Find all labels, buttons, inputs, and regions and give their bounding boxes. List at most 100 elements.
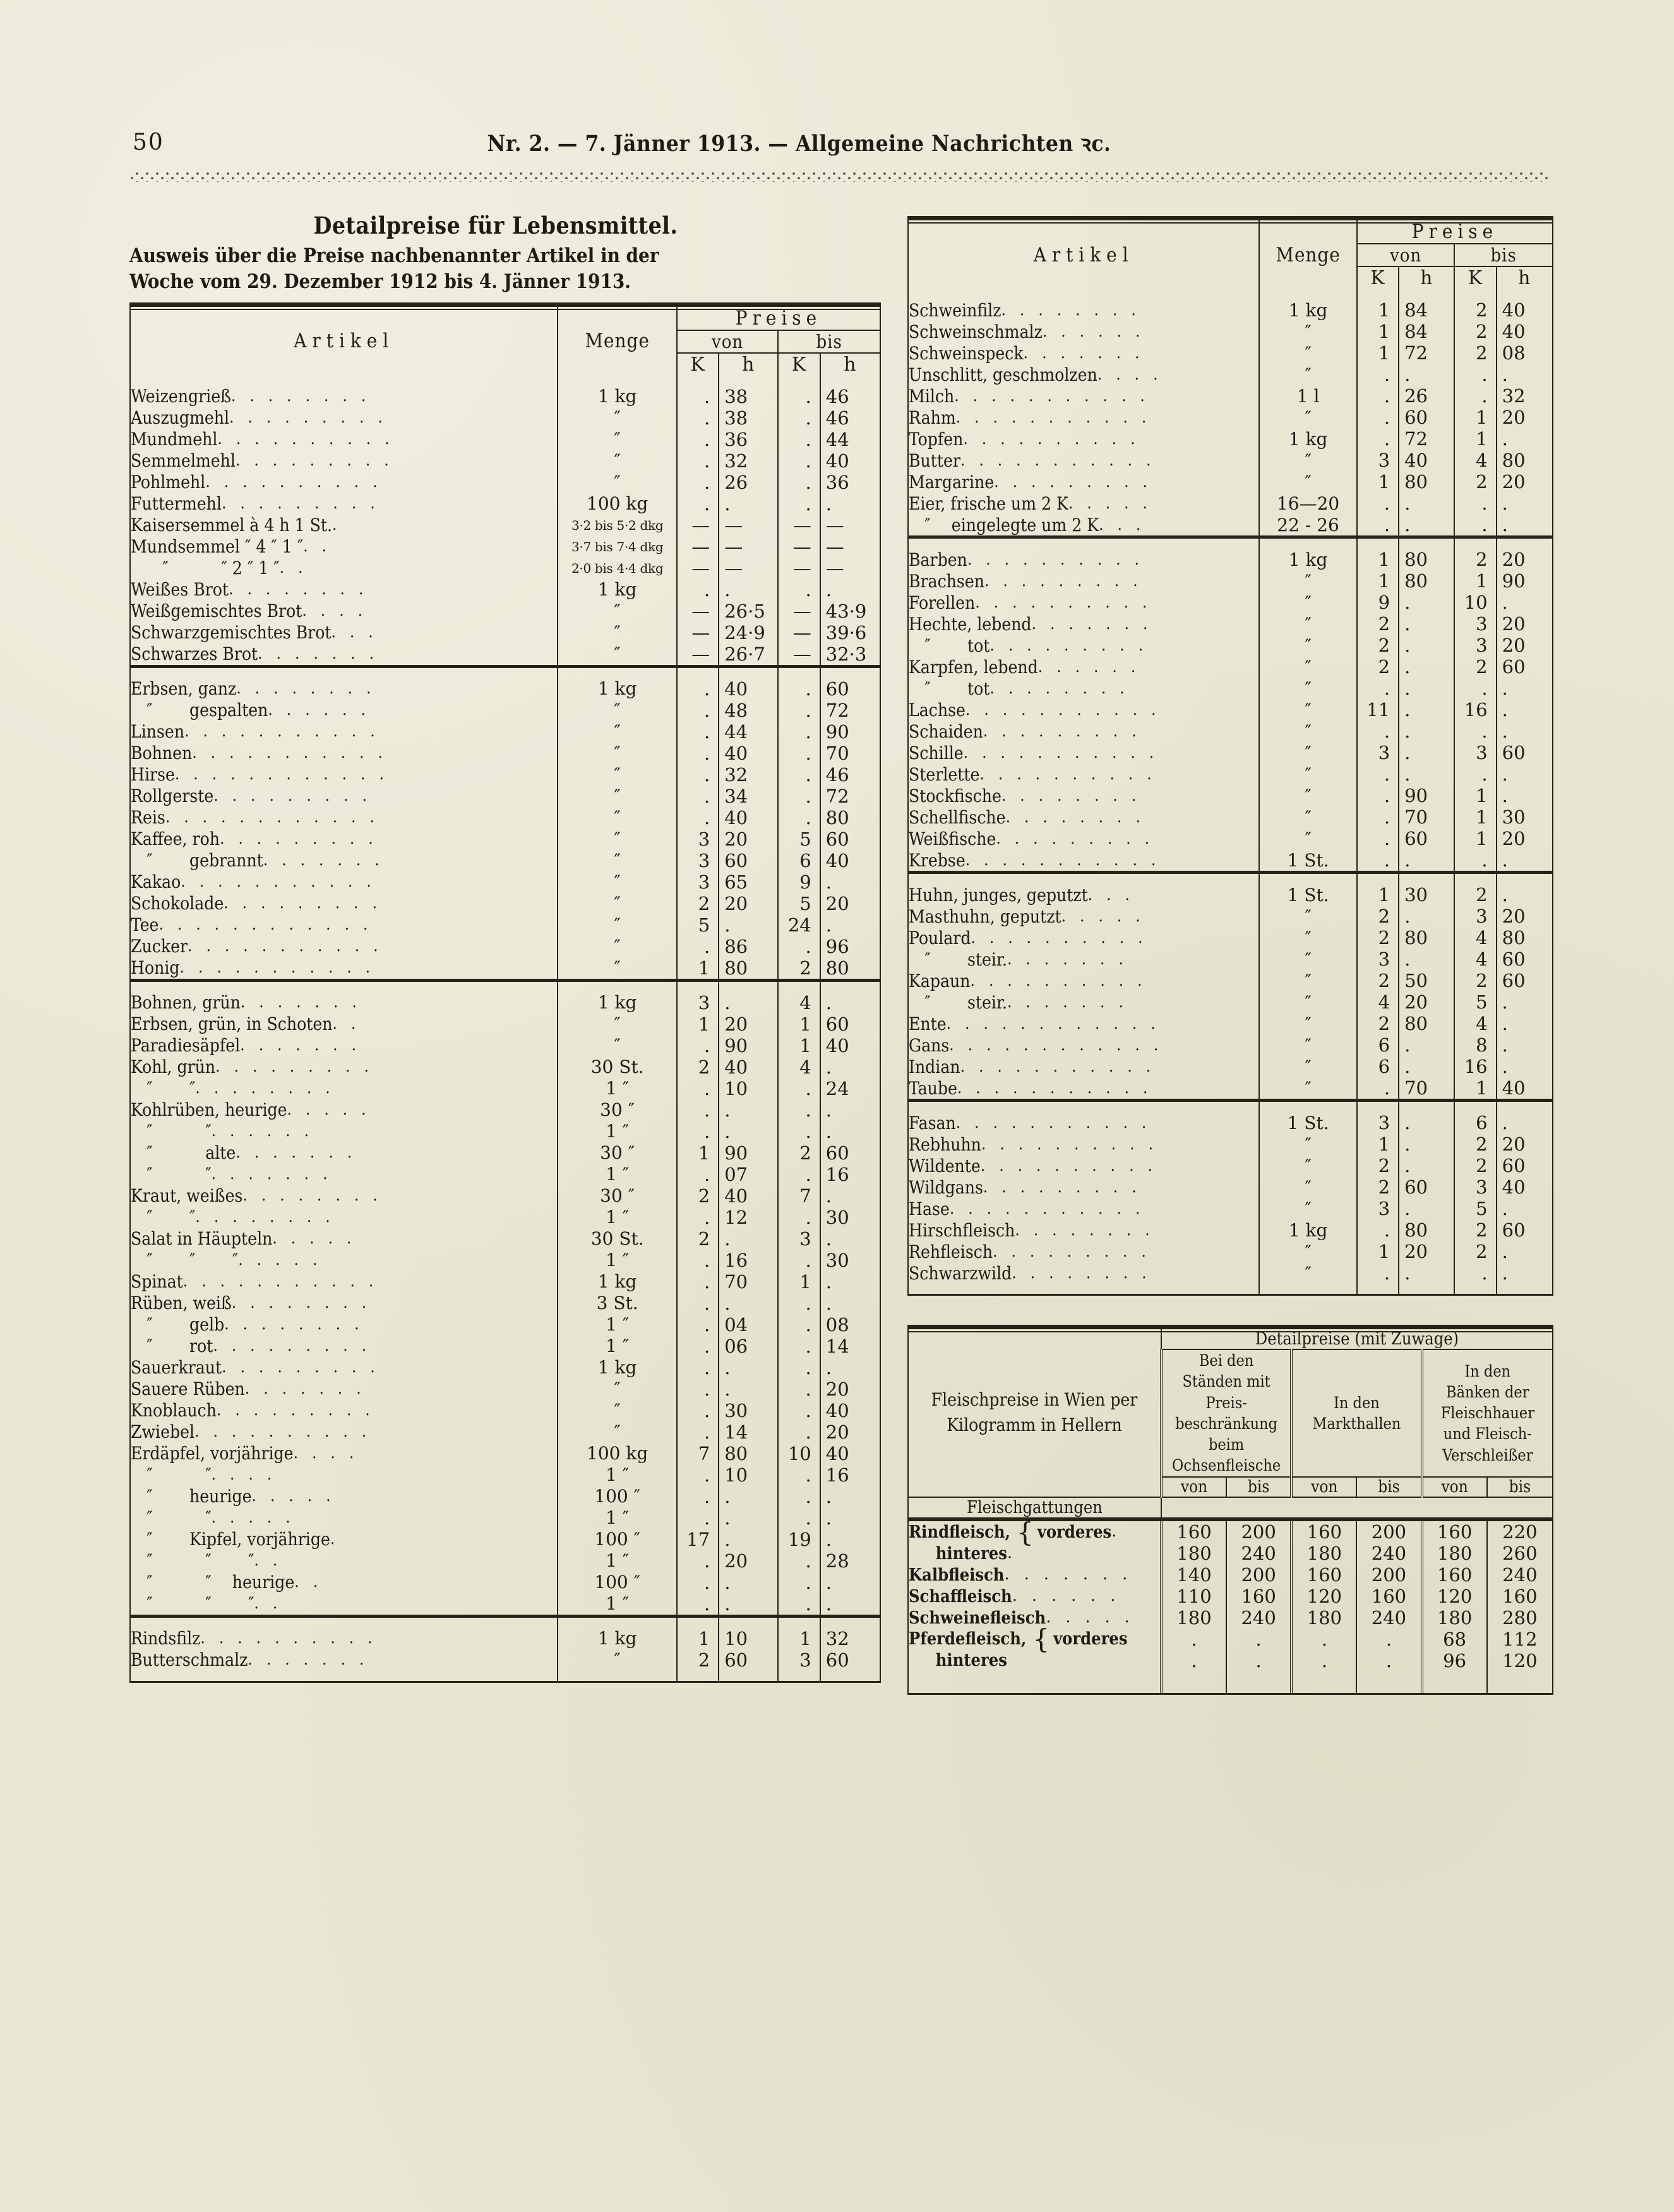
table-row: Schaiden. . . . . . . . . ″....: [909, 720, 1552, 742]
row-bis-k: 4: [1476, 450, 1488, 471]
article-name: ″ alte: [131, 1142, 236, 1164]
article-name: Schwarzes Brot: [131, 643, 258, 665]
table-row: Zucker. . . . . . . . . . . ″. 86. 96: [131, 935, 880, 957]
row-von-h: 07: [718, 1163, 779, 1185]
article-name: ″ tot: [909, 635, 990, 656]
row-bis-h: 60: [1495, 742, 1552, 763]
leader-dots: . . . . . . .: [1007, 992, 1128, 1012]
row-quantity: ″: [1259, 678, 1358, 699]
row-article: Schille. . . . . . . . . . .: [909, 742, 1260, 763]
col-header-bis: bis: [1454, 244, 1552, 267]
subtitle-line-1: Ausweis über die Preise nachbenannter Ar…: [129, 244, 659, 267]
row-von-h: 40: [718, 1185, 779, 1207]
row-quantity: 30 St.: [558, 1228, 678, 1250]
row-von-h: 84: [1398, 299, 1456, 321]
meat-row-label-cell: {hinteres.: [909, 1542, 1162, 1564]
row-bis-h: .: [819, 1507, 880, 1529]
meat-title-line-1: Fleischpreise in Wien per: [931, 1389, 1138, 1410]
leader-dots: . . . . . . . . . . .: [179, 958, 375, 977]
leader-dots: . . . . . . .: [248, 1650, 369, 1670]
meat-price-table: Fleischpreise in Wien per Kilogramm in H…: [909, 1329, 1552, 1693]
meat-b1: 200: [1226, 1519, 1292, 1543]
row-bis-k: .: [805, 1464, 811, 1486]
row-bis-k: 2: [1476, 1219, 1488, 1241]
row-quantity: ″: [1259, 1155, 1358, 1176]
article-name: Schille: [909, 742, 964, 763]
row-von-h: .: [1398, 1034, 1456, 1056]
row-bis-h: 60: [1495, 1155, 1552, 1176]
row-bis-k: 2: [1476, 656, 1488, 678]
row-article: Kakao. . . . . . . . . . .: [131, 871, 559, 893]
meat-v1: 160: [1159, 1519, 1227, 1543]
row-bis-h: 46: [819, 407, 880, 429]
row-bis-k: .: [805, 1550, 811, 1572]
section-separator: [131, 979, 880, 983]
row-bis-k: .: [805, 763, 811, 786]
row-von-k: .: [703, 385, 710, 407]
row-article: Rehfleisch. . . . . . . . .: [909, 1241, 1260, 1262]
table-row: Barben. . . . . . . . . .1 kg 1 80 2 20: [909, 549, 1552, 570]
row-bis-k: .: [805, 578, 811, 601]
row-quantity: ″: [558, 785, 678, 807]
row-article: Wildente. . . . . . . . . .: [909, 1155, 1260, 1176]
row-von-h: .: [718, 1507, 779, 1529]
row-von-h: 60: [718, 849, 779, 871]
leader-dots: . .: [303, 537, 332, 556]
row-quantity: ″: [558, 1034, 678, 1056]
row-bis-h: 20: [1495, 471, 1552, 493]
table-row: ″ ″ heurige. . 100 ″....: [131, 1571, 880, 1593]
row-von-h: .: [718, 1356, 779, 1378]
leader-dots: . . . . . . . . . . .: [184, 722, 380, 741]
row-von-k: 2: [1378, 635, 1390, 656]
row-quantity: ″: [558, 957, 678, 981]
row-von-k: 5: [698, 914, 710, 936]
table-row: Fasan. . . . . . . . . . .1 St. 3. 6.: [909, 1112, 1552, 1133]
row-bis-k: .: [805, 493, 811, 515]
row-quantity: ″: [1259, 720, 1358, 742]
article-name: Erbsen, ganz: [131, 678, 237, 700]
row-quantity: 100 ″: [558, 1571, 678, 1593]
table-row: Forellen. . . . . . . . . . ″ 9. 10.: [909, 592, 1552, 613]
meat-v3: 180: [1420, 1542, 1487, 1564]
row-bis-h: 40: [819, 1034, 880, 1056]
meat-b2: .: [1356, 1628, 1422, 1650]
meat-v2: 180: [1290, 1606, 1357, 1629]
row-von-h: .: [718, 578, 779, 601]
row-bis-h: 72: [819, 785, 880, 807]
row-von-h: 80: [1398, 927, 1456, 948]
leader-dots: . . . . . . .: [1023, 343, 1144, 362]
row-von-k: .: [703, 450, 710, 472]
col-header-bis-k: K: [1468, 267, 1483, 289]
row-bis-k: .: [805, 1077, 811, 1099]
row-von-h: 60: [1398, 828, 1456, 849]
row-von-h: .: [718, 1120, 779, 1142]
row-article: Topfen. . . . . . . . . .: [909, 428, 1260, 450]
row-quantity: ″: [558, 720, 678, 743]
row-article: Salat in Häupteln. . . . .: [131, 1228, 559, 1250]
table-row: Rahm. . . . . . . . . . . ″. 60 1 20: [909, 407, 1552, 428]
row-bis-h: .: [819, 991, 880, 1013]
row-bis-k: 8: [1476, 1034, 1488, 1056]
row-quantity: ″: [1259, 927, 1358, 948]
row-article: Mundmehl. . . . . . . . . .: [131, 428, 559, 450]
table-row: Taube. . . . . . . . . . . ″. 70 1 40: [909, 1077, 1552, 1101]
row-von-k: 2: [698, 1185, 710, 1207]
article-name: Kohl, grün: [131, 1056, 216, 1078]
table-row: Schweinfilz. . . . . . . .1 kg 1 84 2 40: [909, 299, 1552, 321]
row-bis-k: .: [805, 699, 811, 721]
row-bis-h: 72: [819, 699, 880, 721]
row-bis-h: 20: [819, 892, 880, 914]
row-bis-k: 1: [799, 1270, 811, 1293]
folio-number: 50: [133, 129, 164, 155]
table-row: Kaffee, roh. . . . . . . . . ″ 3 20 5 60: [131, 828, 880, 850]
row-article: Zwiebel. . . . . . . . . .: [131, 1421, 559, 1443]
row-von-k: 1: [698, 957, 710, 979]
row-von-h: 60: [1398, 1176, 1456, 1198]
table-row: Rebhuhn. . . . . . . . . . ″ 1. 2 20: [909, 1133, 1552, 1155]
row-article: ″ steir.. . . . . . .: [909, 948, 1260, 970]
row-bis-h: 40: [1495, 1077, 1552, 1101]
article-name: ″ ″: [131, 1464, 212, 1486]
article-name: Gans: [909, 1034, 950, 1056]
row-article: Tee. . . . . . . . . . . .: [131, 914, 559, 936]
article-name: ″ ″: [131, 1121, 212, 1142]
